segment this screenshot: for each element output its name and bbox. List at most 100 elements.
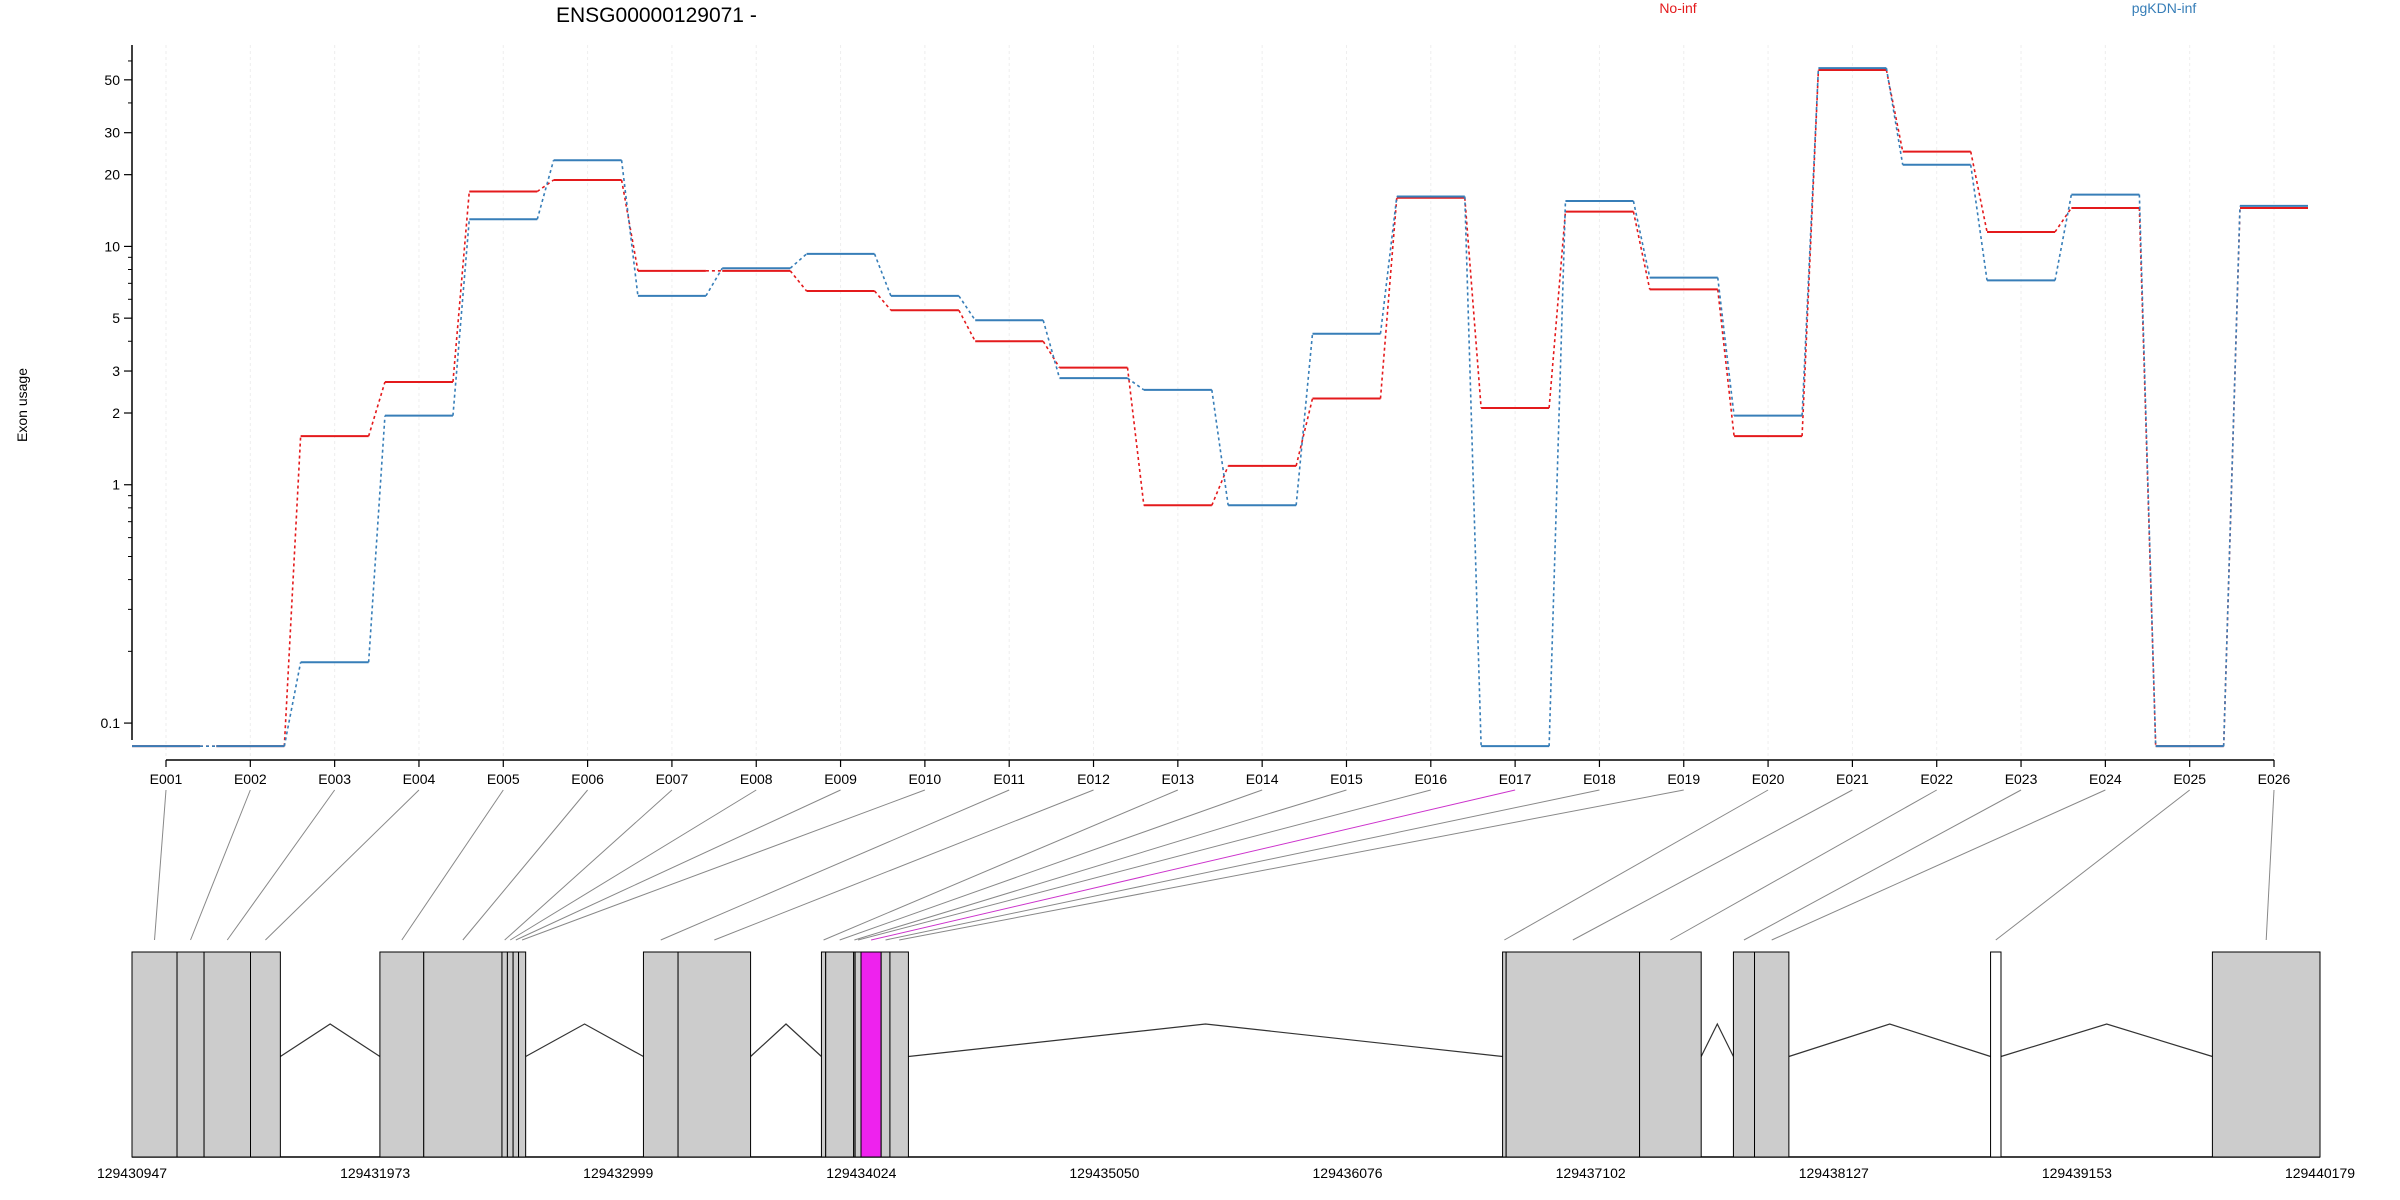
series-join <box>1885 67 1904 165</box>
series-join <box>1716 289 1735 437</box>
exon-block-e012 <box>677 951 752 1158</box>
exon-block-e024 <box>1754 951 1790 1158</box>
series-join <box>1042 340 1061 369</box>
x-tick-label-e024: E024 <box>2089 771 2122 787</box>
connector-e013 <box>823 789 1179 941</box>
intron-line <box>280 1023 381 1058</box>
x-tick-label-e018: E018 <box>1583 771 1616 787</box>
series-join <box>367 381 386 437</box>
series-join <box>873 253 892 297</box>
x-tick-label-e009: E009 <box>824 771 857 787</box>
connector-e017 <box>870 789 1516 941</box>
series-join <box>620 160 639 296</box>
coordinate-label: 129439153 <box>2042 1165 2112 1181</box>
exon-block-e009 <box>512 951 520 1158</box>
exon-block-e001 <box>131 951 178 1158</box>
x-tick-label-e008: E008 <box>740 771 773 787</box>
connector-e020 <box>1504 789 1769 941</box>
connector-e015 <box>854 789 1347 941</box>
exon-block-e007 <box>501 951 508 1158</box>
series-join <box>1379 196 1398 334</box>
series-join <box>705 267 723 297</box>
series-join <box>536 159 555 220</box>
series-join <box>1211 465 1229 506</box>
connector-e022 <box>1670 789 1937 941</box>
connector-e016 <box>857 789 1431 941</box>
series-join <box>283 662 302 747</box>
series-join <box>958 295 976 321</box>
x-tick-label-e026: E026 <box>2258 771 2291 787</box>
connector-e009 <box>515 789 841 941</box>
series-join <box>2222 205 2241 747</box>
series-join <box>2054 194 2073 281</box>
text-layer: ENSG00000129071 - No-inf pgKDN-inf Exon … <box>14 0 2196 442</box>
series-join <box>1885 69 1904 152</box>
connector-e024 <box>1771 789 2106 941</box>
coordinate-label: 129440179 <box>2285 1165 2355 1181</box>
x-tick-label-e004: E004 <box>403 771 436 787</box>
series-no-inf <box>132 68 2308 748</box>
series-join <box>1464 196 1482 747</box>
series-join <box>789 253 808 269</box>
coordinate-label: 129434024 <box>826 1165 896 1181</box>
coordinate-label: 129438127 <box>1799 1165 1869 1181</box>
exon-block-e025 <box>1990 951 2002 1158</box>
series-join <box>367 415 386 663</box>
y-tick-label: 3 <box>112 363 120 379</box>
x-tick-label-e012: E012 <box>1077 771 1110 787</box>
exon-block-e006 <box>423 951 503 1158</box>
connector-e001 <box>154 789 167 941</box>
series-pgkdn-inf <box>132 67 2308 748</box>
exon-block-e022 <box>1639 951 1702 1158</box>
series-join <box>1295 398 1314 467</box>
series-join <box>1548 211 1567 409</box>
exon-block-e019 <box>889 951 909 1158</box>
series-join <box>1042 320 1061 379</box>
exon-block-e020 <box>1502 951 1507 1158</box>
x-tick-label-e002: E002 <box>234 771 267 787</box>
exon-block-e002 <box>176 951 205 1158</box>
x-tick-label-e020: E020 <box>1752 771 1785 787</box>
x-tick-label-e023: E023 <box>2005 771 2038 787</box>
x-tick-label-e021: E021 <box>1836 771 1869 787</box>
x-tick-label-e011: E011 <box>993 771 1025 787</box>
connector-e014 <box>839 789 1263 941</box>
coordinate-label: 129437102 <box>1556 1165 1626 1181</box>
y-tick-label: 1 <box>112 477 120 493</box>
x-tick-label-e019: E019 <box>1667 771 1700 787</box>
exon-block-e023 <box>1732 951 1756 1158</box>
connector-e007 <box>504 789 673 941</box>
series-join <box>283 436 302 747</box>
series-join <box>1379 197 1398 399</box>
series-join <box>873 290 892 311</box>
x-tick-label-e016: E016 <box>1414 771 1447 787</box>
coordinate-label: 129431973 <box>340 1165 410 1181</box>
x-tick-label-e013: E013 <box>1161 771 1194 787</box>
y-axis-label: Exon usage <box>14 368 30 442</box>
series-join <box>2054 207 2073 233</box>
exon-block-e004 <box>250 951 281 1158</box>
series-join <box>1211 389 1229 506</box>
x-tick-label-e017: E017 <box>1499 771 1532 787</box>
y-tick-label: 5 <box>112 310 120 326</box>
series-join <box>1969 164 1988 281</box>
series-layer <box>132 67 2308 748</box>
connector-e011 <box>660 789 1010 941</box>
axes-layer: 0.1 1 2 3 5 10 20 30 50 E001 E002 E003 E004 E005 E006 E… <box>101 45 2291 787</box>
series-join <box>1464 197 1482 409</box>
connector-e025 <box>1995 789 2190 941</box>
x-tick-label-e025: E025 <box>2173 771 2206 787</box>
series-join <box>452 191 471 383</box>
exon-block-e013 <box>820 951 827 1158</box>
x-tick-label-e001: E001 <box>150 771 183 787</box>
connector-e005 <box>401 789 504 941</box>
series-join <box>1801 69 1820 437</box>
exon-block-e026 <box>2211 951 2321 1158</box>
y-tick-label: 2 <box>112 405 120 421</box>
connector-e023 <box>1743 789 2022 941</box>
chart-title: ENSG00000129071 - <box>556 4 757 27</box>
series-join <box>1548 201 1567 747</box>
exon-block-e011 <box>642 951 679 1158</box>
exon-connector-layer <box>154 789 2275 941</box>
